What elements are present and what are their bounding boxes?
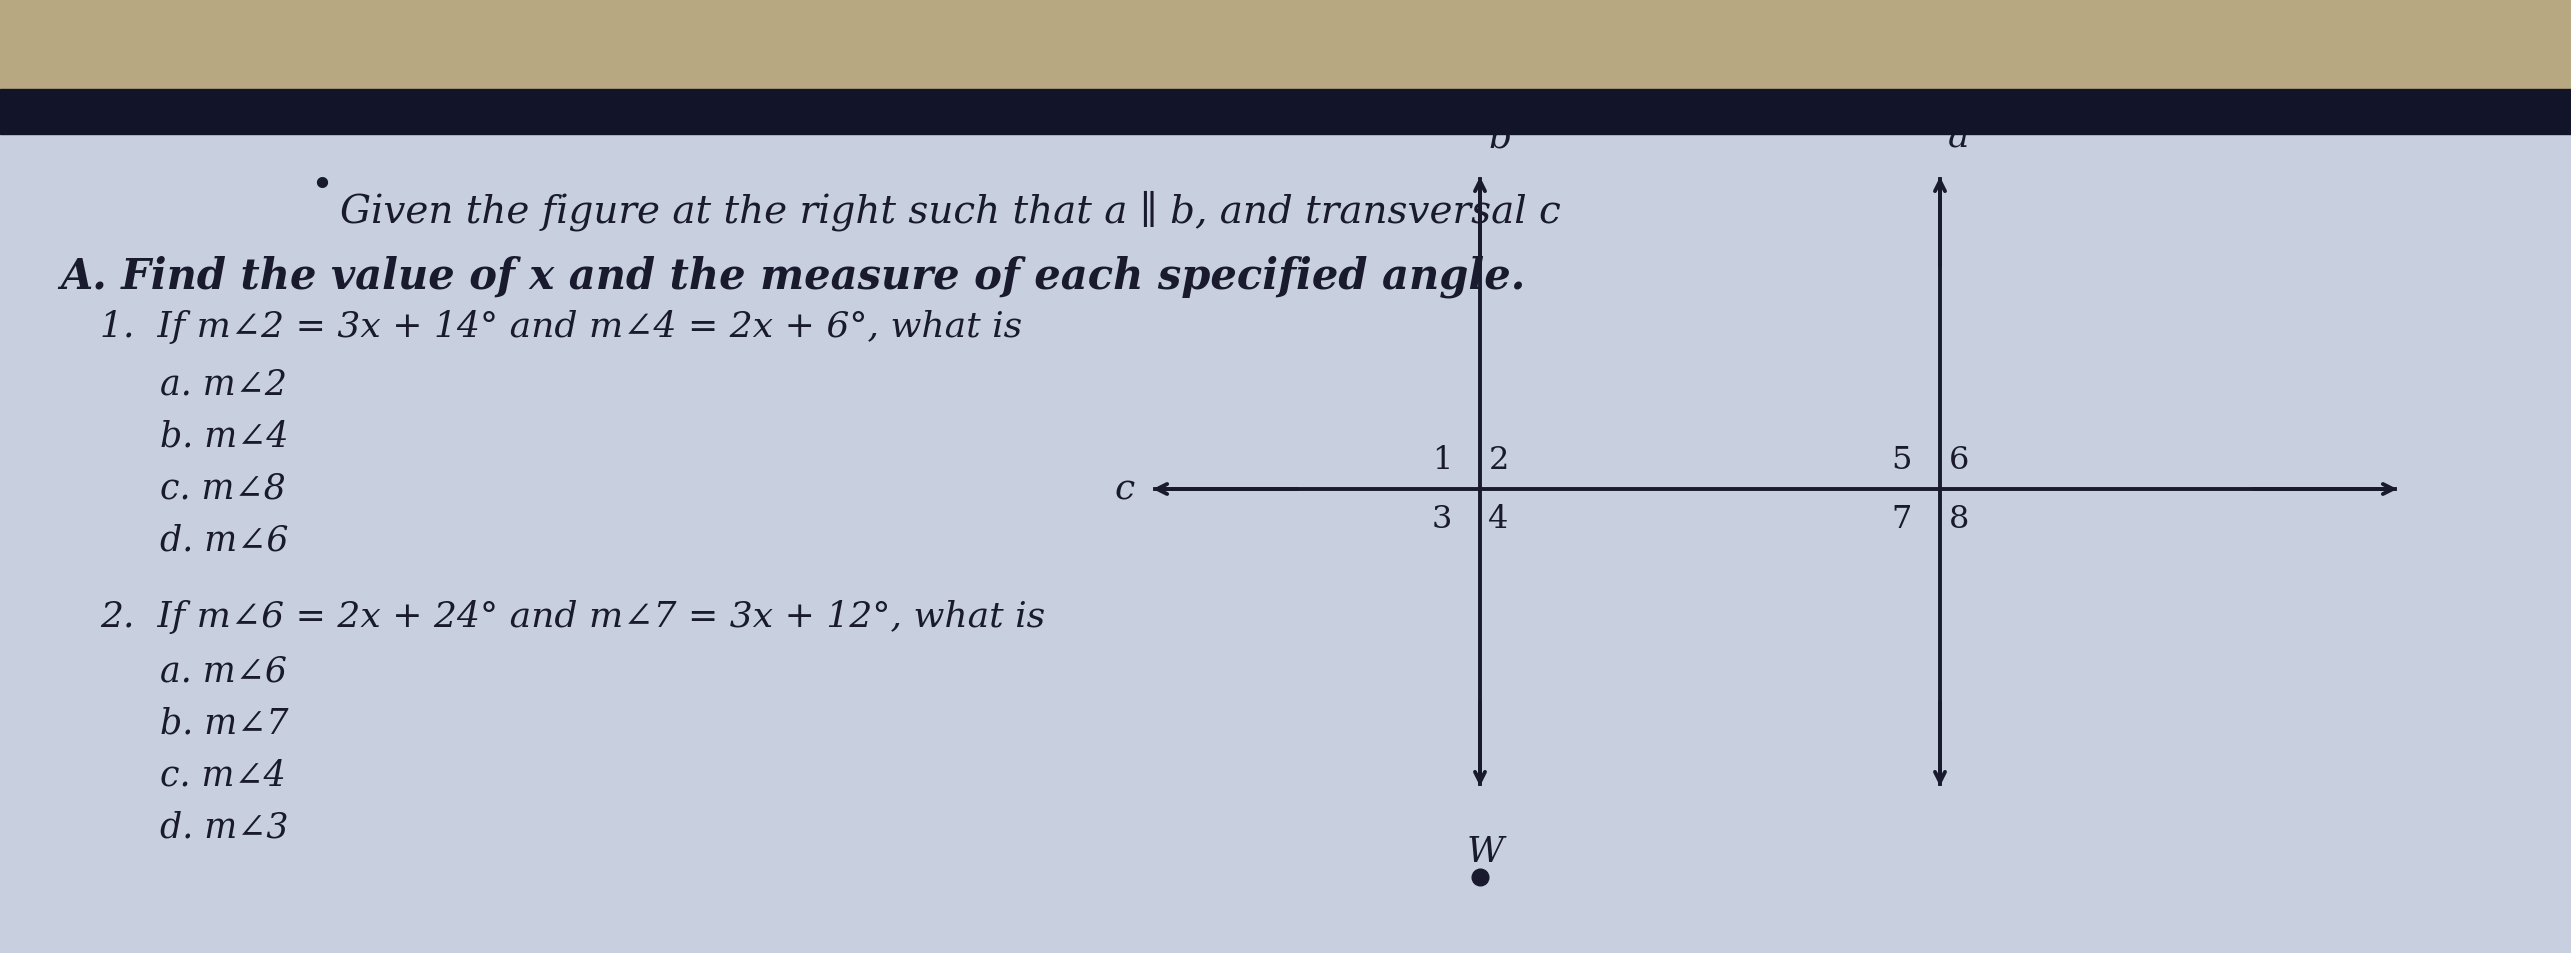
Text: A. Find the value of x and the measure of each specified angle.: A. Find the value of x and the measure o… <box>59 254 1525 297</box>
Bar <box>0 0 2571 90</box>
Text: a. m∠6: a. m∠6 <box>159 655 288 688</box>
Text: d. m∠3: d. m∠3 <box>159 810 288 844</box>
Text: W: W <box>1465 834 1504 868</box>
Text: 5: 5 <box>1892 444 1913 476</box>
Text: a. m∠2: a. m∠2 <box>159 368 288 401</box>
Text: 4: 4 <box>1489 503 1509 535</box>
Text: 8: 8 <box>1949 503 1969 535</box>
Text: c: c <box>1116 473 1134 506</box>
Text: b: b <box>1489 121 1512 154</box>
Text: 1: 1 <box>1432 444 1453 476</box>
Text: b. m∠7: b. m∠7 <box>159 706 288 740</box>
Text: 7: 7 <box>1892 503 1913 535</box>
Text: •: • <box>311 168 334 205</box>
Bar <box>0 90 2571 135</box>
Text: a: a <box>1949 121 1969 154</box>
Text: 6: 6 <box>1949 444 1969 476</box>
Text: 2.  If m∠6 = 2x + 24° and m∠7 = 3x + 12°, what is: 2. If m∠6 = 2x + 24° and m∠7 = 3x + 12°,… <box>100 599 1046 634</box>
Text: Given the figure at the right such that a ∥ b, and transversal c: Given the figure at the right such that … <box>339 190 1561 231</box>
Text: d. m∠6: d. m∠6 <box>159 523 288 558</box>
Text: b. m∠4: b. m∠4 <box>159 419 288 454</box>
Text: c. m∠8: c. m∠8 <box>159 472 285 505</box>
Text: 2: 2 <box>1489 444 1509 476</box>
Text: 1.  If m∠2 = 3x + 14° and m∠4 = 2x + 6°, what is: 1. If m∠2 = 3x + 14° and m∠4 = 2x + 6°, … <box>100 310 1023 344</box>
Text: 3: 3 <box>1432 503 1453 535</box>
Text: c. m∠4: c. m∠4 <box>159 759 285 792</box>
